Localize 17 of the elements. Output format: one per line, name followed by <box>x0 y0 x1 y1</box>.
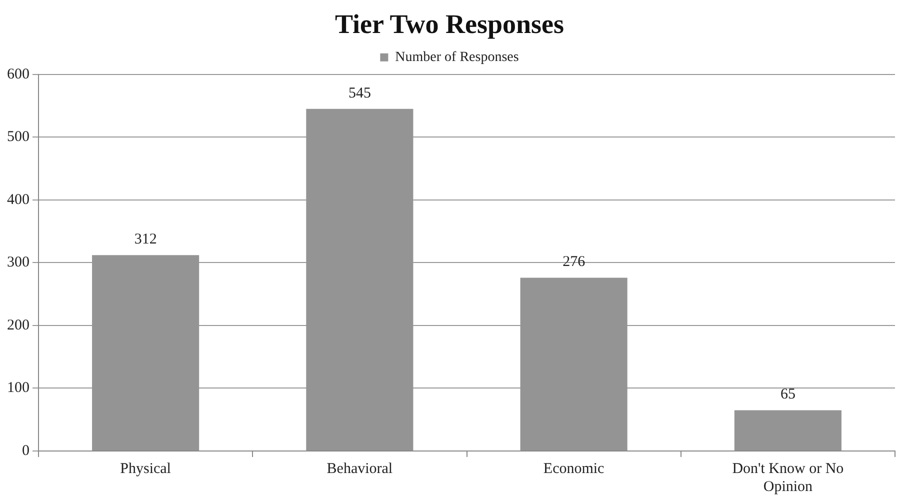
legend-label: Number of Responses <box>395 50 519 66</box>
data-label: 312 <box>134 232 157 248</box>
y-tick-label: 400 <box>7 192 30 208</box>
y-tick-label: 200 <box>7 317 30 334</box>
y-tick-label: 100 <box>7 380 30 396</box>
y-tick-label: 600 <box>7 66 30 82</box>
x-tick-label: Don't Know or No Opinion <box>732 460 844 495</box>
chart-title: Tier Two Responses <box>334 9 564 40</box>
data-label: 276 <box>562 254 586 270</box>
y-tick-label: 0 <box>22 442 30 459</box>
x-tick-label: Physical <box>120 460 171 477</box>
data-label: 545 <box>348 85 371 102</box>
data-label: 65 <box>780 386 796 403</box>
x-tick-label: Behavioral <box>326 460 393 477</box>
y-tick-label: 500 <box>7 129 30 146</box>
x-tick-label: Economic <box>543 460 605 477</box>
y-tick-label: 300 <box>7 254 30 271</box>
